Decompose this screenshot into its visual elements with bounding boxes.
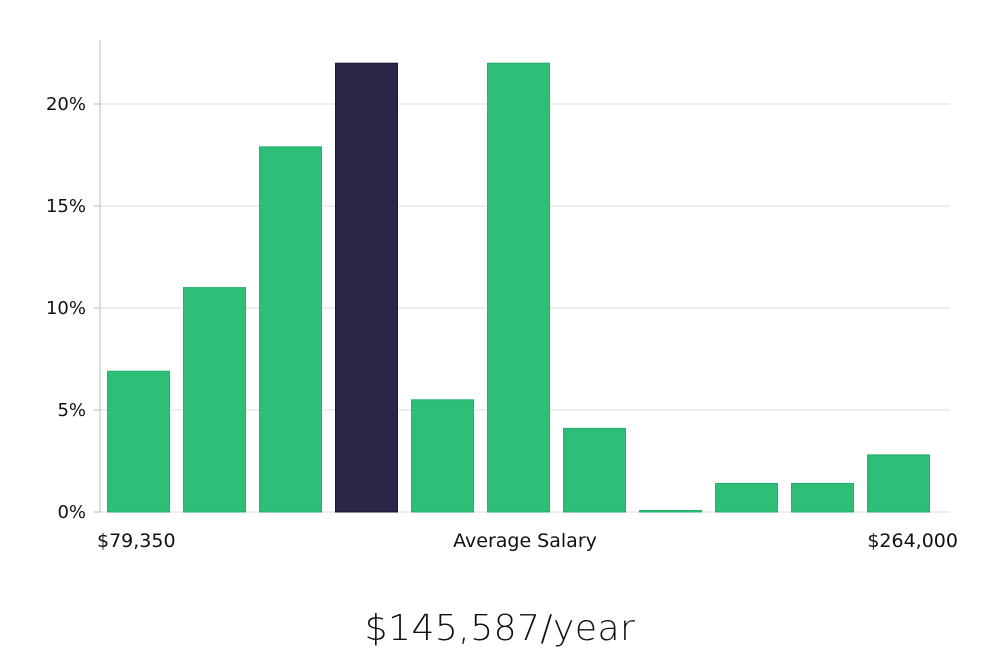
x-max-label: $264,000: [867, 530, 958, 552]
y-tick-label: 15%: [46, 196, 86, 217]
y-tick-label: 0%: [57, 502, 86, 523]
y-tick-label: 20%: [46, 94, 86, 115]
bar: [563, 427, 626, 513]
bar: [867, 454, 930, 513]
bar: [183, 287, 246, 513]
bar: [791, 482, 854, 513]
x-axis-title: Average Salary: [453, 530, 597, 552]
y-tick-label: 5%: [57, 400, 86, 421]
bar: [259, 146, 322, 513]
bars: [107, 62, 930, 513]
bar: [715, 482, 778, 513]
y-tick-label: 10%: [46, 298, 86, 319]
bar: [639, 510, 702, 513]
bar: [487, 62, 550, 513]
y-axis: 0% 5% 10% 15% 20%: [46, 40, 101, 523]
x-min-label: $79,350: [97, 530, 176, 552]
bar-highlighted: [335, 62, 398, 513]
average-salary-value: $145,587/year: [364, 608, 636, 649]
bar: [411, 399, 474, 513]
bar: [107, 370, 170, 513]
